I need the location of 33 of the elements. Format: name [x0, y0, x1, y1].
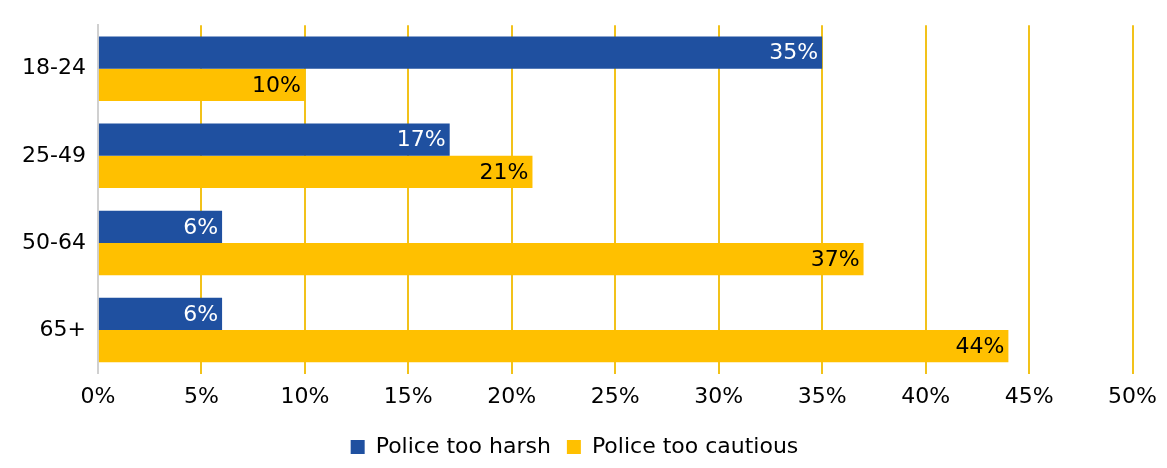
- bar: [98, 330, 1009, 363]
- data-label: 44%: [955, 332, 1005, 358]
- x-tick-label: 15%: [383, 382, 433, 408]
- data-label: 21%: [479, 158, 529, 184]
- y-tick-label: 25-49: [21, 141, 86, 167]
- data-label: 6%: [183, 213, 219, 239]
- data-label: 35%: [769, 39, 819, 65]
- x-tick-label: 30%: [694, 382, 744, 408]
- data-label: 10%: [251, 71, 301, 97]
- x-tick-label: 35%: [797, 382, 847, 408]
- bar: [98, 68, 305, 101]
- bar: [98, 242, 864, 276]
- data-label: 37%: [810, 245, 860, 271]
- bar: [98, 123, 450, 156]
- x-tick-label: 40%: [901, 382, 951, 408]
- bar: [98, 297, 223, 331]
- x-tick-label: 5%: [183, 382, 219, 408]
- x-tick-label: 50%: [1108, 382, 1157, 408]
- x-tick-label: 25%: [590, 382, 640, 408]
- y-tick-label: 65+: [39, 315, 86, 341]
- bar: [98, 155, 533, 189]
- bar: [98, 210, 223, 243]
- y-tick-label: 18-24: [21, 54, 86, 80]
- x-tick-label: 20%: [487, 382, 537, 408]
- x-tick-label: 45%: [1004, 382, 1054, 408]
- bar: [98, 36, 823, 69]
- data-label: 17%: [396, 126, 446, 152]
- legend-label: Police too cautious: [591, 432, 799, 458]
- x-tick-label: 10%: [280, 382, 330, 408]
- data-label: 6%: [183, 300, 219, 326]
- y-tick-label: 50-64: [21, 228, 86, 254]
- x-tick-label: 0%: [80, 382, 116, 408]
- legend-label: Police too harsh: [375, 432, 551, 458]
